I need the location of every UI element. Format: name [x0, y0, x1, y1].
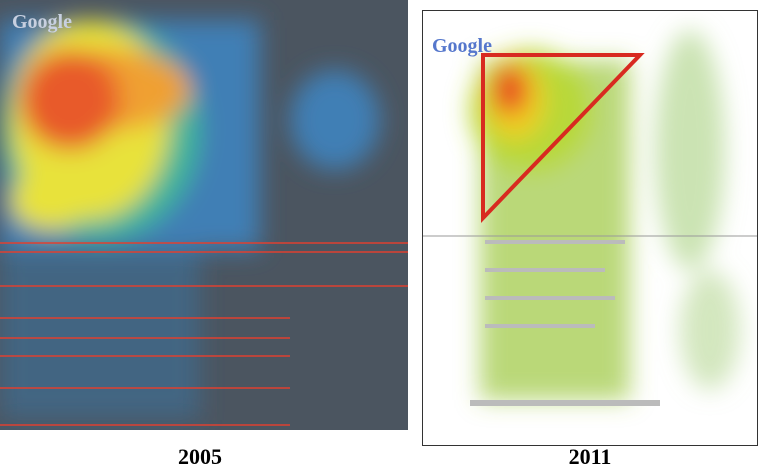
logo: Google — [432, 35, 492, 57]
caption: 2011 — [569, 444, 612, 469]
logo: Google — [12, 11, 72, 33]
caption: 2005 — [178, 444, 222, 469]
page: Google Google 2005 2011 — [0, 0, 758, 474]
heatmap-2005: Google — [0, 0, 408, 430]
